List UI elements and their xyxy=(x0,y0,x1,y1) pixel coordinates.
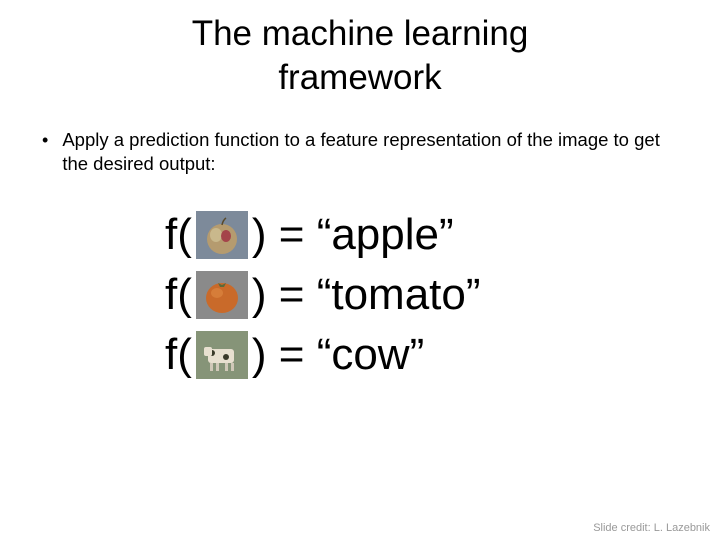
slide-title: The machine learning framework xyxy=(30,12,690,100)
apple-icon xyxy=(196,211,248,259)
fn-close-eq: ) = “apple” xyxy=(250,213,454,257)
slide-container: The machine learning framework • Apply a… xyxy=(0,0,720,540)
fn-open: f( xyxy=(165,213,194,257)
cow-icon xyxy=(196,331,248,379)
tomato-icon xyxy=(196,271,248,319)
fn-close-eq: ) = “cow” xyxy=(250,333,424,377)
title-line-1: The machine learning xyxy=(192,14,529,53)
bullet-marker: • xyxy=(42,128,48,152)
fn-close-eq: ) = “tomato” xyxy=(250,273,481,317)
example-row: f( ) = “cow” xyxy=(165,331,690,379)
bullet-item: • Apply a prediction function to a featu… xyxy=(30,128,690,178)
title-line-2: framework xyxy=(278,58,441,97)
fn-open: f( xyxy=(165,273,194,317)
fn-open: f( xyxy=(165,333,194,377)
example-row: f( ) = “apple” xyxy=(165,211,690,259)
slide-credit: Slide credit: L. Lazebnik xyxy=(593,522,710,534)
example-row: f( ) = “tomato” xyxy=(165,271,690,319)
examples-block: f( ) = “apple” f( xyxy=(30,211,690,379)
bullet-text: Apply a prediction function to a feature… xyxy=(62,128,680,178)
